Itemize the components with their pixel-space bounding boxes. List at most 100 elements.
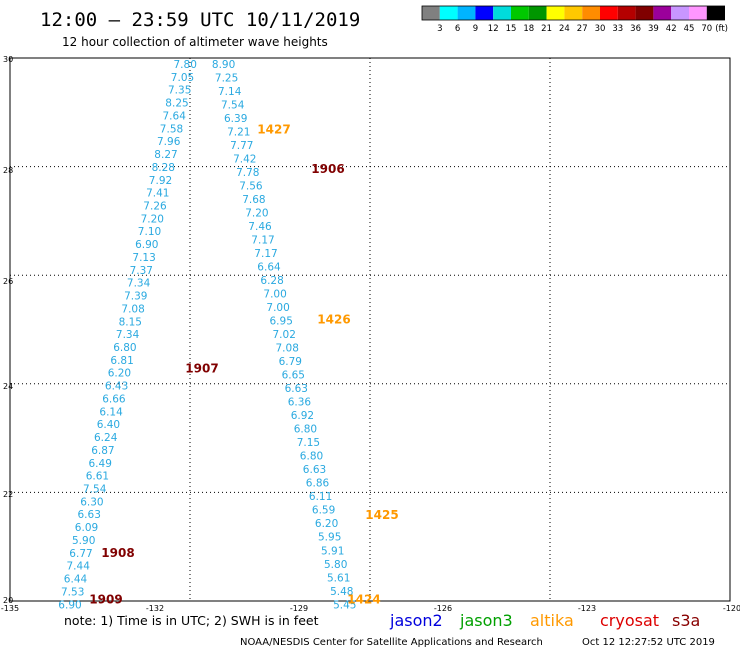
color-scale-swatch: [564, 6, 583, 20]
wave-height-value: 7.41: [146, 188, 169, 200]
wave-height-value: 6.40: [97, 419, 120, 431]
wave-height-value: 7.53: [61, 586, 84, 598]
color-scale-label: 21: [541, 24, 552, 34]
y-tick-label: 20: [3, 596, 13, 605]
wave-height-value: 7.56: [239, 181, 263, 193]
wave-height-value: 7.78: [236, 167, 259, 179]
wave-height-value: 7.05: [171, 72, 194, 84]
wave-height-value: 6.24: [94, 432, 118, 444]
wave-height-value: 7.58: [160, 123, 183, 135]
color-scale-frame: [421, 5, 726, 21]
wave-height-value: 7.92: [149, 175, 172, 187]
color-scale-swatch: [546, 6, 565, 20]
track-east-values: 8.90 7.257.14 7.546.39 7.217.77 7.427.78 7.56…: [212, 59, 357, 611]
color-scale-swatch: [582, 6, 600, 20]
x-tick-label: -129: [290, 604, 308, 613]
satellite-legend-jason3: jason3: [459, 611, 513, 630]
wave-height-value: 7.44: [67, 561, 91, 573]
chart-subtitle: 12 hour collection of altimeter wave hei…: [62, 35, 328, 49]
color-scale-unit: (ft): [715, 24, 728, 34]
wave-height-value: 6.14: [99, 406, 123, 418]
wave-height-value: 6.90: [135, 239, 158, 251]
wave-height-value: 7.37: [130, 265, 153, 277]
pass-number-label: 1909: [89, 592, 122, 606]
wave-height-value: 6.36: [288, 397, 312, 409]
wave-height-value: 7.46: [248, 221, 272, 233]
pass-number-labels: 1427 1906 1426 1907 1425 1908 1909 1424: [89, 123, 398, 607]
pass-number-label: 1907: [185, 362, 218, 376]
wave-height-value: 5.90: [72, 535, 95, 547]
color-scale-label: 45: [684, 24, 695, 34]
wave-height-value: 6.92: [291, 410, 314, 422]
wave-height-value: 6.90: [58, 599, 81, 611]
y-tick-labels: 30 28 26 24 22 20: [3, 55, 13, 605]
wave-height-value: 7.17: [251, 235, 274, 247]
wave-height-value: 6.79: [279, 356, 302, 368]
color-scale-label: 42: [666, 24, 677, 34]
wave-height-value: 7.35: [168, 85, 191, 97]
wave-height-value: 6.20: [108, 368, 131, 380]
y-tick-label: 30: [3, 55, 13, 64]
satellite-legend-jason2: jason2: [389, 611, 443, 630]
wave-height-value: 7.77: [230, 140, 253, 152]
footer-note: note: 1) Time is in UTC; 2) SWH is in fe…: [64, 613, 319, 628]
wave-height-value: 6.59: [312, 505, 335, 517]
wave-height-value: 7.08: [276, 343, 299, 355]
wave-height-value: 6.63: [303, 464, 326, 476]
wave-height-value: 8.90: [212, 59, 235, 71]
pass-number-label: 1424: [347, 592, 380, 606]
color-scale-label: 30: [595, 24, 606, 34]
color-scale-swatch: [600, 6, 618, 20]
pass-number-label: 1425: [365, 508, 398, 522]
wave-height-value: 7.00: [266, 302, 289, 314]
color-scale-label: 3: [437, 24, 442, 34]
color-scale-label: 36: [630, 24, 641, 34]
wave-height-value: 8.28: [152, 162, 175, 174]
color-scale-swatch: [671, 6, 689, 20]
color-scale-label: 9: [473, 24, 478, 34]
wave-height-value: 7.17: [254, 248, 277, 260]
satellite-legend-s3a: s3a: [672, 611, 700, 630]
wave-height-value: 6.81: [110, 355, 133, 367]
y-tick-label: 24: [3, 382, 13, 391]
color-scale-label: 15: [506, 24, 517, 34]
color-scale-label: 39: [648, 24, 659, 34]
wave-height-value: 7.34: [116, 329, 140, 341]
pass-number-label: 1906: [311, 162, 344, 176]
wave-height-value: 6.95: [270, 316, 293, 328]
satellite-legend-altika: altika: [530, 611, 574, 630]
y-tick-label: 22: [3, 490, 13, 499]
pass-number-label: 1908: [101, 546, 134, 560]
wave-height-value: 7.13: [132, 252, 155, 264]
color-scale-label: 24: [559, 24, 570, 34]
wave-height-value: 7.00: [263, 289, 286, 301]
wave-height-value: 7.20: [245, 208, 268, 220]
color-scale-swatch: [706, 6, 725, 20]
wave-height-value: 6.80: [294, 424, 317, 436]
wave-height-value: 5.95: [318, 532, 341, 544]
wave-height-value: 8.27: [154, 149, 177, 161]
x-tick-labels: -135 -132 -129 -126 -123 -120: [1, 604, 740, 613]
wave-height-value: 7.80: [174, 59, 197, 71]
wave-height-value: 7.21: [227, 127, 250, 139]
wave-height-value: 6.44: [64, 574, 88, 586]
wave-height-value: 6.49: [89, 458, 112, 470]
wave-height-value: 7.39: [124, 291, 147, 303]
wave-height-value: 6.86: [306, 478, 330, 490]
wave-height-value: 7.08: [121, 303, 144, 315]
x-tick-label: -123: [578, 604, 596, 613]
wave-height-value: 6.77: [69, 548, 92, 560]
wave-height-value: 6.11: [309, 491, 332, 503]
wave-height-value: 7.68: [242, 194, 265, 206]
wave-height-value: 6.80: [113, 342, 136, 354]
wave-height-value: 7.20: [141, 213, 164, 225]
color-scale-swatch: [617, 6, 636, 20]
wave-height-value: 7.42: [233, 154, 256, 166]
color-scale-swatch: [439, 6, 458, 20]
wave-height-value: 7.14: [218, 86, 242, 98]
wave-height-value: 6.80: [300, 451, 323, 463]
wave-height-value: 6.20: [315, 518, 338, 530]
wave-height-value: 7.25: [215, 73, 238, 85]
chart-title: 12:00 – 23:59 UTC 10/11/2019: [40, 9, 360, 31]
pass-number-label: 1427: [257, 123, 290, 137]
